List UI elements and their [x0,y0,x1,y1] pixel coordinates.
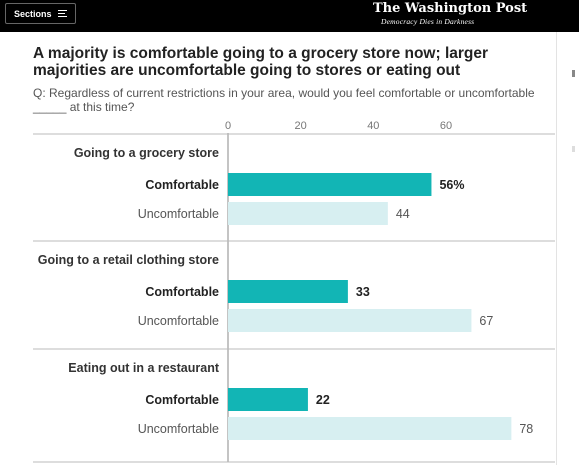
value-label-comfortable: 22 [316,393,330,407]
group-label: Going to a grocery store [74,146,219,160]
value-label-uncomfortable: 67 [479,314,493,328]
value-label-comfortable: 33 [356,285,370,299]
bar-uncomfortable [228,417,512,440]
category-label-uncomfortable: Uncomfortable [138,422,219,436]
category-label-comfortable: Comfortable [145,393,219,407]
sections-menu-button[interactable]: Sections [5,3,76,24]
washington-post-logo[interactable]: The Washington Post [373,1,528,16]
value-label-uncomfortable: 78 [519,422,533,436]
value-label-uncomfortable: 44 [396,207,410,221]
x-tick-label: 60 [440,120,452,132]
hamburger-menu-icon [57,9,67,18]
survey-question: Q: Regardless of current restrictions in… [33,86,535,114]
category-label-uncomfortable: Uncomfortable [138,314,219,328]
x-tick-label: 20 [295,120,307,132]
right-column-divider [556,32,557,465]
category-label-comfortable: Comfortable [145,285,219,299]
category-label-comfortable: Comfortable [145,178,219,192]
bar-uncomfortable [228,309,472,332]
sections-button-label: Sections [14,8,52,19]
masthead-tagline: Democracy Dies in Darkness [381,17,475,26]
top-navigation-bar: Sections The Washington Post Democracy D… [0,0,579,32]
value-label-comfortable: 56% [439,178,464,192]
bar-comfortable [228,280,348,303]
bar-comfortable [228,173,432,196]
right-rail-fragment [572,70,575,77]
right-rail-fragment-2 [572,146,575,152]
x-tick-label: 0 [225,120,231,132]
chart-headline: A majority is comfortable going to a gro… [33,45,489,79]
bar-uncomfortable [228,202,388,225]
group-label: Going to a retail clothing store [38,253,219,267]
group-label: Eating out in a restaurant [68,361,220,375]
bar-comfortable [228,388,308,411]
x-tick-label: 40 [367,120,379,132]
category-label-uncomfortable: Uncomfortable [138,207,219,221]
